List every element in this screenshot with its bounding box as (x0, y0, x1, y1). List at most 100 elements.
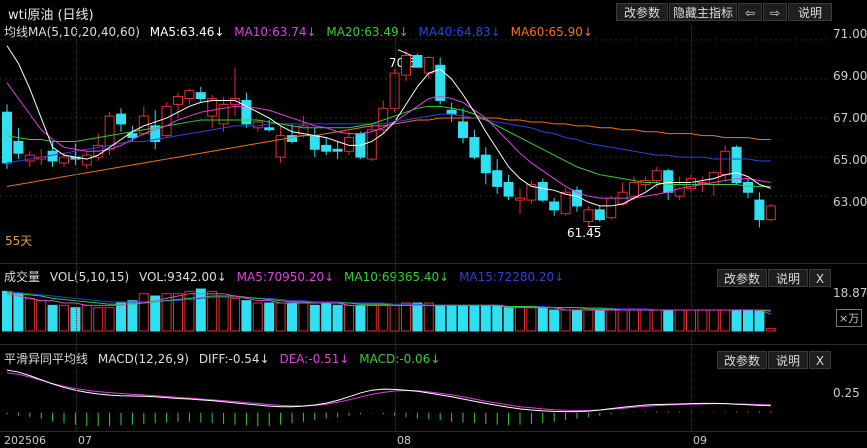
volume-bar (492, 304, 503, 332)
candle-body (549, 201, 560, 211)
volume-bar (401, 302, 411, 332)
arrow-left-icon[interactable]: ⇦ (738, 3, 762, 21)
change-params-button[interactable]: 改参数 (616, 3, 668, 21)
volume-bar (81, 304, 92, 332)
volume-bar (36, 300, 47, 332)
x-label-202506: 202506 (4, 434, 46, 447)
volume-bar (458, 304, 468, 332)
volume-bar (378, 304, 389, 332)
ma-legend-name: 均线 (4, 25, 29, 39)
volume-bar (765, 328, 776, 332)
days-count-label: 55天 (5, 234, 33, 248)
volume-chart (2, 288, 776, 332)
arrow-right-icon[interactable]: ⇨ (763, 3, 787, 21)
volume-bar (560, 309, 571, 332)
volume-bar (480, 304, 491, 332)
candle-body (230, 98, 240, 105)
ma-legend-params: MA(5,10,20,40,60) (28, 25, 140, 39)
help-button[interactable]: 说明 (788, 3, 832, 21)
candle-body (651, 170, 662, 182)
volume-bar (583, 309, 594, 332)
candle-body (720, 150, 731, 176)
volume-bar (731, 309, 742, 332)
ma20-line (6, 105, 771, 187)
volume-bar (651, 309, 662, 332)
volume-bar (195, 288, 206, 332)
macd-chart (6, 369, 772, 427)
candle-body (606, 197, 617, 219)
candle-body (264, 127, 275, 131)
candle-body (207, 98, 218, 117)
candle-body (458, 121, 468, 139)
volume-bar (412, 302, 423, 332)
macd-help-button[interactable]: 说明 (768, 351, 808, 369)
candle-body (321, 144, 332, 152)
candle-body (2, 111, 12, 164)
volume-help-button[interactable]: 说明 (768, 269, 808, 287)
volume-bar (138, 293, 149, 332)
volume-bar (24, 297, 35, 332)
macd-change-params-button[interactable]: 改参数 (717, 351, 767, 369)
volume-bar (59, 304, 69, 332)
volume-bar (264, 302, 275, 332)
candle-body (492, 170, 503, 187)
volume-bar (526, 307, 537, 332)
volume-ma5-line (6, 293, 771, 315)
ma5-line (6, 45, 771, 207)
ma60-value: MA60:65.90↓ (510, 25, 593, 39)
candle-body (435, 64, 446, 101)
candle-body (401, 55, 411, 76)
candle-body (515, 197, 525, 201)
candle-body (344, 137, 354, 152)
candle-body (184, 90, 195, 100)
high-marker (397, 49, 413, 57)
volume-bar (344, 304, 354, 332)
month-divider-09 (691, 24, 692, 431)
volume-bar (241, 300, 252, 332)
volume-bar (104, 307, 115, 332)
candle-body (275, 135, 286, 158)
ma5-value: MA5:63.46↓ (149, 25, 225, 39)
volume-bar (663, 309, 674, 332)
candle-body (150, 125, 161, 142)
candle-body (389, 72, 400, 109)
volume-bar (537, 307, 548, 332)
candle-body (59, 156, 69, 164)
volume-bar (720, 309, 731, 332)
chart-title: wti原油 (日线) (8, 8, 94, 23)
volume-bar (287, 302, 297, 332)
candle-body (594, 209, 605, 221)
volume-change-params-button[interactable]: 改参数 (717, 269, 767, 287)
month-divider-07 (76, 24, 77, 431)
volume-bar (423, 302, 434, 332)
candle-body (503, 181, 514, 197)
candle-body (173, 96, 183, 105)
volume-bar (549, 309, 560, 332)
volume-bar (674, 309, 685, 332)
volume-bar (469, 304, 480, 332)
volume-separator (0, 263, 867, 264)
volume-bar (743, 309, 753, 332)
volume-bar (309, 304, 320, 332)
volume-close-icon[interactable]: X (809, 269, 831, 287)
volume-ma10-value: MA10:69365.40↓ (344, 270, 450, 284)
ma10-value: MA10:63.74↓ (234, 25, 317, 39)
macd-macd-value: MACD:-0.06↓ (359, 352, 441, 366)
volume-bar (93, 307, 104, 332)
volume-legend: 成交量 VOL(5,10,15) VOL:9342.00↓ MA5:70950.… (4, 268, 570, 285)
candle-body (116, 113, 126, 125)
volume-ma15-value: MA15:72280.20↓ (459, 270, 565, 284)
month-divider-08 (395, 24, 396, 431)
volume-y-tick-top: 18.87 (833, 286, 867, 300)
macd-close-icon[interactable]: X (809, 351, 831, 369)
candle-body (332, 148, 343, 152)
x-label-09: 09 (693, 434, 707, 447)
volume-bar (275, 302, 286, 332)
volume-bar (754, 310, 765, 332)
low-price-label: 61.45 (567, 226, 602, 240)
volume-bar (435, 304, 446, 332)
volume-bar (70, 307, 81, 332)
hide-main-indicator-button[interactable]: 隐藏主指标 (669, 3, 737, 21)
macd-legend-name: 平滑异同平均线 (4, 352, 89, 366)
volume-bar (47, 304, 58, 332)
